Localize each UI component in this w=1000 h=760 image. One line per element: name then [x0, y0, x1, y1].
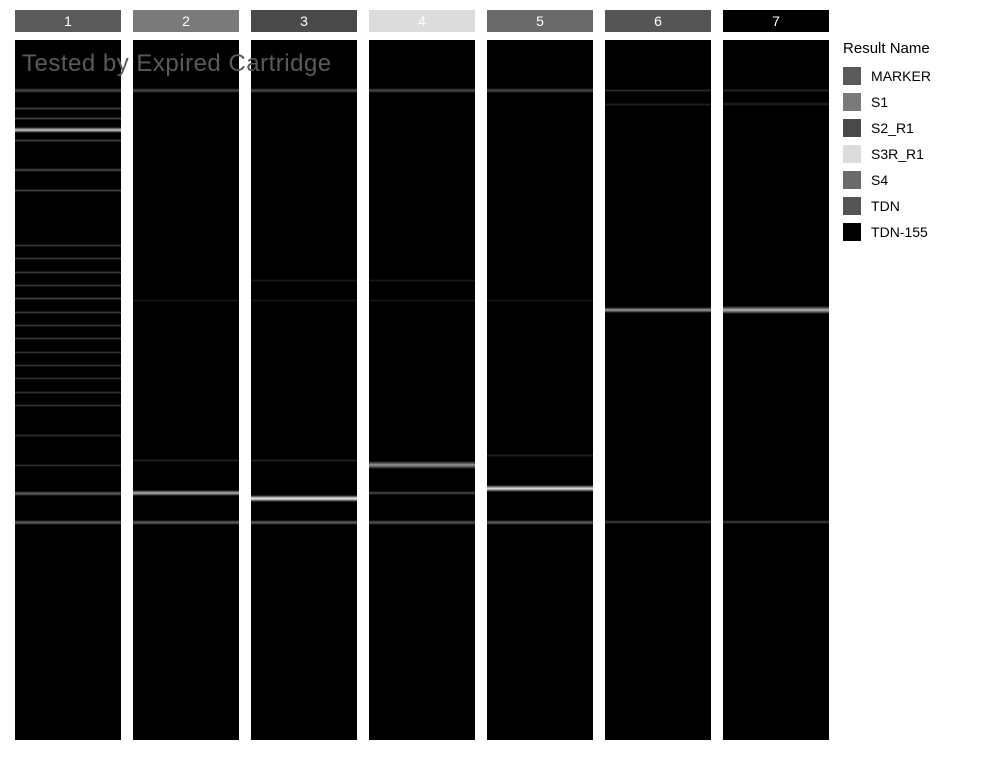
gel-area: 1234567 Tested by Expired Cartridge — [10, 10, 833, 750]
gel-band — [251, 88, 357, 93]
gel-band — [605, 307, 711, 313]
lane-label-5: 5 — [487, 10, 593, 32]
gel-band — [251, 495, 357, 502]
gel-band — [15, 337, 121, 340]
legend-label: S2_R1 — [871, 120, 914, 136]
legend-label: S1 — [871, 94, 888, 110]
gel-band — [15, 107, 121, 110]
gel-band — [723, 89, 829, 92]
legend-label: TDN — [871, 198, 900, 214]
gel-band — [15, 351, 121, 354]
legend-item-5: TDN — [843, 197, 990, 215]
gel-band — [133, 490, 239, 496]
gel-band — [15, 257, 121, 260]
gel-lanes: Tested by Expired Cartridge — [10, 40, 833, 740]
lane-1 — [15, 40, 121, 740]
gel-band — [369, 491, 475, 495]
lane-label-1: 1 — [15, 10, 121, 32]
gel-band — [15, 520, 121, 525]
gel-band — [723, 520, 829, 524]
gel-band — [15, 297, 121, 300]
legend-swatch-icon — [843, 145, 861, 163]
gel-band — [251, 520, 357, 525]
legend-item-1: S1 — [843, 93, 990, 111]
legend-item-0: MARKER — [843, 67, 990, 85]
legend-items: MARKER S1 S2_R1 S3R_R1 S4 TDN TDN-155 — [843, 67, 990, 241]
gel-band — [369, 299, 475, 302]
legend-item-6: TDN-155 — [843, 223, 990, 241]
gel-band — [15, 377, 121, 380]
gel-band — [251, 459, 357, 462]
gel-band — [15, 117, 121, 120]
gel-band — [15, 88, 121, 93]
gel-band — [369, 279, 475, 282]
gel-band — [15, 491, 121, 496]
legend-swatch-icon — [843, 223, 861, 241]
lane-label-7: 7 — [723, 10, 829, 32]
gel-band — [487, 485, 593, 492]
gel-band — [15, 127, 121, 133]
gel-band — [15, 284, 121, 287]
lane-label-row: 1234567 — [10, 10, 833, 32]
lane-5 — [487, 40, 593, 740]
gel-band — [605, 103, 711, 106]
gel-band — [251, 279, 357, 282]
gel-band — [15, 271, 121, 274]
gel-band — [369, 461, 475, 469]
lane-7 — [723, 40, 829, 740]
gel-band — [487, 299, 593, 302]
gel-image-container: 1234567 Tested by Expired Cartridge Resu… — [10, 10, 990, 750]
lane-4 — [369, 40, 475, 740]
gel-band — [133, 88, 239, 93]
lane-3 — [251, 40, 357, 740]
gel-band — [15, 311, 121, 314]
gel-band — [15, 189, 121, 192]
lane-label-4: 4 — [369, 10, 475, 32]
gel-band — [133, 299, 239, 302]
gel-band — [251, 299, 357, 302]
gel-band — [15, 324, 121, 327]
gel-band — [15, 391, 121, 394]
legend-item-4: S4 — [843, 171, 990, 189]
gel-band — [133, 520, 239, 525]
gel-band — [723, 306, 829, 314]
gel-band — [15, 364, 121, 367]
gel-band — [369, 88, 475, 93]
legend-swatch-icon — [843, 67, 861, 85]
lane-label-2: 2 — [133, 10, 239, 32]
gel-band — [487, 520, 593, 525]
gel-band — [723, 102, 829, 106]
legend-item-3: S3R_R1 — [843, 145, 990, 163]
gel-band — [487, 454, 593, 457]
legend-label: MARKER — [871, 68, 931, 84]
gel-band — [15, 168, 121, 172]
gel-band — [369, 520, 475, 525]
legend-swatch-icon — [843, 197, 861, 215]
gel-band — [605, 89, 711, 92]
gel-band — [487, 88, 593, 93]
gel-band — [15, 434, 121, 437]
gel-band — [15, 404, 121, 407]
gel-band — [133, 459, 239, 462]
lane-label-6: 6 — [605, 10, 711, 32]
gel-band — [15, 244, 121, 247]
gel-band — [15, 464, 121, 467]
legend-item-2: S2_R1 — [843, 119, 990, 137]
legend-label: TDN-155 — [871, 224, 928, 240]
legend-swatch-icon — [843, 171, 861, 189]
legend: Result Name MARKER S1 S2_R1 S3R_R1 S4 TDN TDN-… — [833, 10, 990, 750]
legend-title: Result Name — [843, 40, 990, 57]
lane-6 — [605, 40, 711, 740]
lane-label-3: 3 — [251, 10, 357, 32]
gel-band — [605, 520, 711, 524]
legend-swatch-icon — [843, 119, 861, 137]
lane-2 — [133, 40, 239, 740]
legend-swatch-icon — [843, 93, 861, 111]
legend-label: S4 — [871, 172, 888, 188]
legend-label: S3R_R1 — [871, 146, 924, 162]
gel-band — [15, 139, 121, 142]
